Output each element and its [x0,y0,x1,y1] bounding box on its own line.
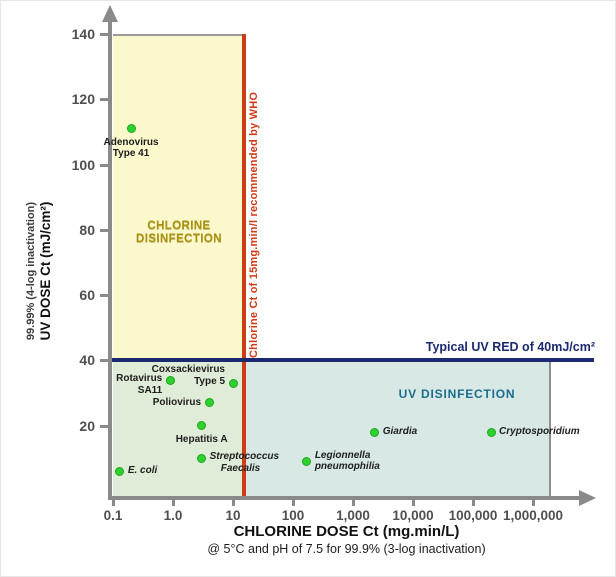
y-tick-label: 40 [79,352,95,369]
data-point-label: Rotavirus SA11 [116,373,163,396]
x-tick-label: 0.1 [103,508,123,523]
x-tick-label: 100,000 [448,508,498,523]
y-axis-arrow-icon [102,5,118,22]
data-point-label: Adenovirus Type 41 [103,136,159,160]
y-tick [100,294,110,298]
y-tick-label: 20 [79,417,95,434]
data-point-label: Legionnella pneumophilia [314,449,380,473]
x-tick [352,500,355,506]
x-axis-arrow-icon [579,490,596,506]
y-tick [100,359,110,363]
y-tick-label: 120 [71,91,95,108]
data-point [126,124,136,134]
data-point-label: E. coli [127,465,158,477]
chlorine-region-label: CHLORINE DISINFECTION [136,220,222,245]
data-point [302,457,312,467]
uv-red-line-label: Typical UV RED of 40mJ/cm² [425,340,595,354]
who-chlorine-ct-line [241,34,246,496]
who-line-label: Chlorine Ct of 15mg.min/l recommended by… [248,91,260,358]
data-point [228,378,238,388]
data-point [197,421,207,431]
y-tick-label: 100 [71,156,95,173]
data-point [197,453,207,463]
data-point-label: Coxsackievirus Type 5 [151,364,225,387]
y-tick-label: 80 [79,221,95,238]
data-point-label: Giardia [382,426,418,438]
x-tick [412,500,415,506]
x-tick-label: 1.0 [163,508,183,523]
x-tick-label: 10 [225,508,241,523]
y-tick-label: 140 [71,26,95,42]
x-tick-label: 100 [281,508,305,523]
data-point [115,466,125,476]
typical-uv-red-line [112,358,594,363]
data-point-label: Cryptosporidium [499,426,580,438]
uv-disinfection-region [243,360,552,496]
y-axis-line [108,21,112,500]
y-tick [100,98,110,102]
data-point-label: Poliovirus [152,396,202,408]
y-tick [100,163,110,167]
y-tick-label: 60 [79,287,95,304]
x-axis-subtitle: @ 5°C and pH of 7.5 for 99.9% (3-log ina… [207,542,486,556]
data-point [486,427,496,437]
x-tick-label: 1,000,000 [502,508,564,523]
y-tick [100,228,110,232]
y-axis-title-main: UV DOSE Ct (mJ/cm²) [38,201,53,341]
x-tick [532,500,535,506]
x-tick-label: 1,000 [336,508,370,523]
data-point-label: Hepatitis A [175,433,228,445]
overlap-region [113,360,244,496]
data-point [204,398,214,408]
y-axis-title: 99.99% (4-log inactivation) UV DOSE Ct (… [25,153,54,389]
y-axis-title-note: 99.99% (4-log inactivation) [25,201,37,341]
data-point-label: Streptococcus Faecalis [209,451,280,474]
x-axis-title: CHLORINE DOSE Ct (mg.min/L) [233,523,460,540]
y-tick [100,33,110,36]
uv-region-label: UV DISINFECTION [398,387,516,401]
data-point [165,375,175,385]
x-tick-label: 10,000 [392,508,434,523]
x-axis-line [108,496,580,500]
x-tick [472,500,475,506]
x-tick [232,500,235,506]
x-tick [172,500,175,506]
x-tick [292,500,295,506]
x-tick [112,500,115,506]
data-point [370,427,380,437]
y-tick [100,424,110,428]
chlorine-disinfection-region [113,34,244,361]
